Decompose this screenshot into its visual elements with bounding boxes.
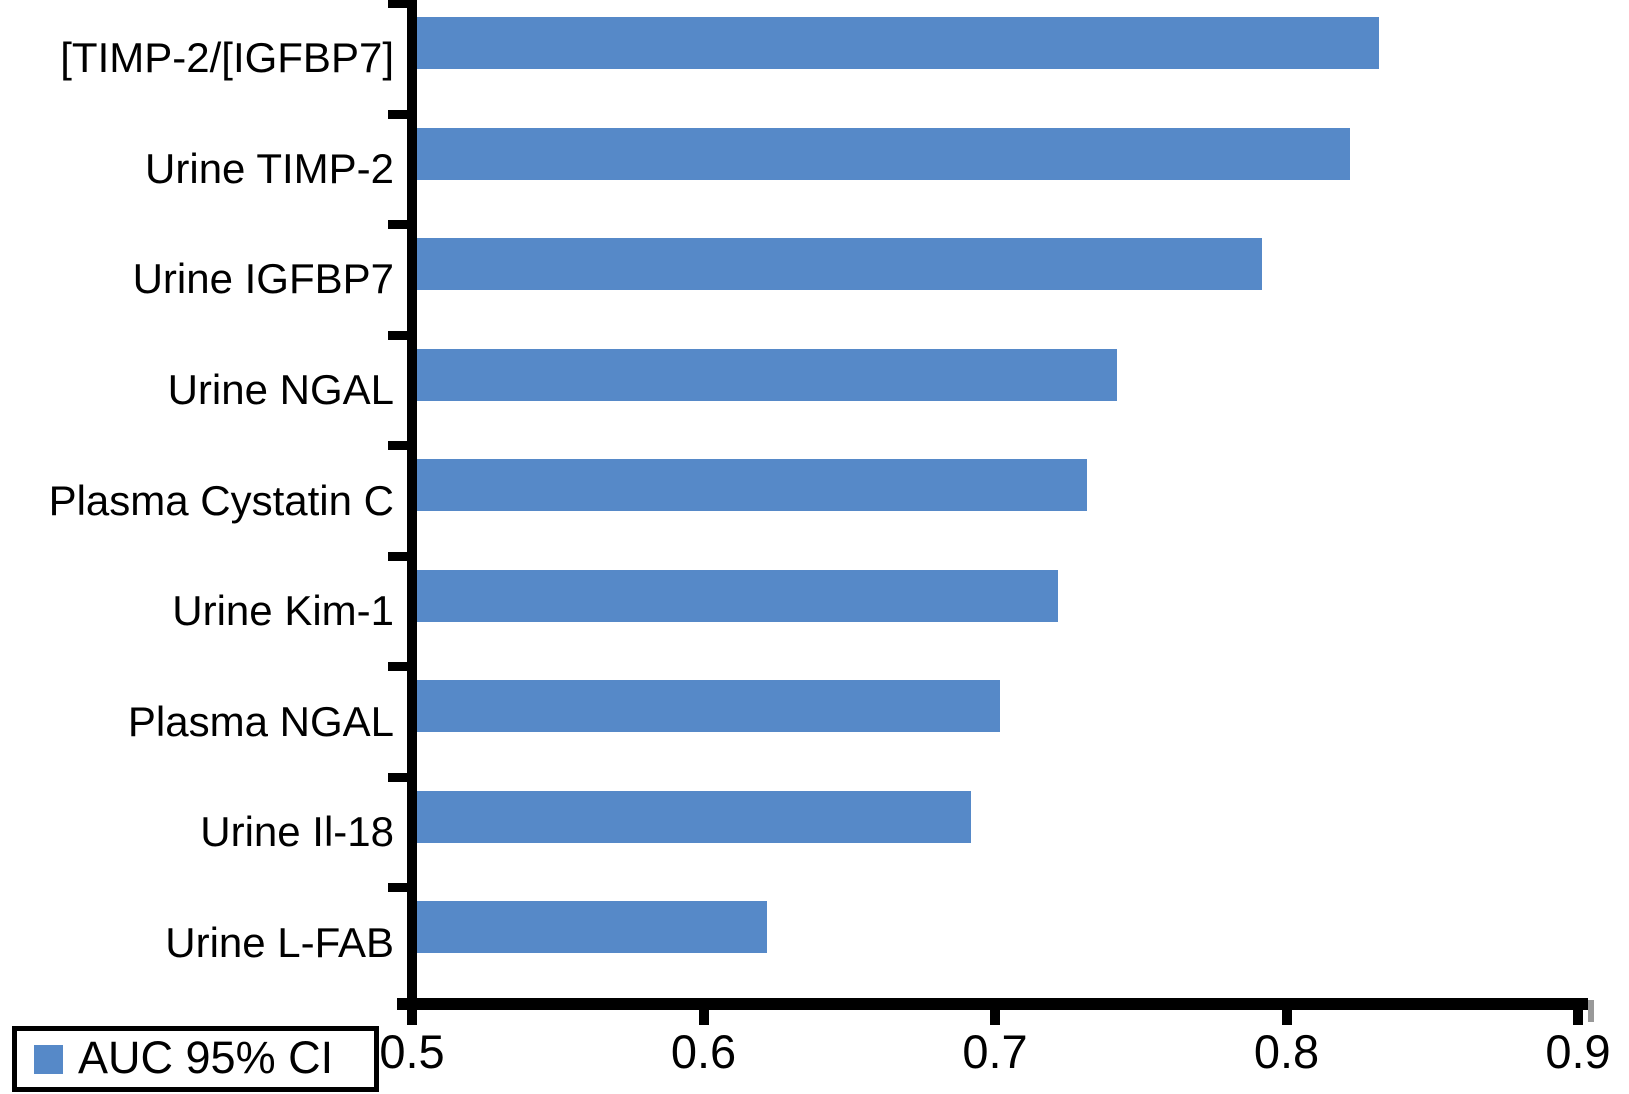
bar-plasma-cystatin-c: [417, 459, 1087, 512]
x-axis-tick: [1573, 1010, 1583, 1025]
y-axis-tick: [388, 441, 407, 451]
y-axis-tick: [388, 330, 407, 340]
category-label: Urine L-FAB: [165, 918, 394, 966]
x-tick-label: 0.6: [670, 1025, 737, 1078]
y-axis-tick: [388, 883, 407, 893]
category-label: Plasma Cystatin C: [48, 476, 394, 524]
x-axis-line: [397, 998, 1588, 1010]
bar-plasma-ngal: [417, 680, 1000, 733]
bar-urine-l-fab: [417, 901, 767, 954]
x-axis-end-shadow: [1588, 1000, 1594, 1022]
bar-urine-ngal: [417, 348, 1117, 401]
x-axis-tick: [698, 1010, 709, 1025]
x-tick-label: 0.9: [1545, 1025, 1611, 1078]
bar-urine-igfbp7: [417, 238, 1262, 291]
x-tick-label: 0.7: [962, 1025, 1028, 1078]
bar-urine-kim-1: [417, 569, 1058, 622]
legend-label: AUC 95% CI: [78, 1031, 334, 1083]
category-label: Urine Il-18: [200, 808, 394, 856]
y-axis-tick: [388, 772, 407, 782]
category-label: Plasma NGAL: [127, 697, 394, 745]
category-label: Urine Kim-1: [172, 587, 394, 635]
x-axis-tick: [1281, 1010, 1292, 1025]
y-axis-tick: [388, 0, 407, 8]
x-axis-tick: [407, 1010, 417, 1025]
category-label: Urine NGAL: [167, 365, 394, 413]
category-label: Urine TIMP-2: [145, 144, 394, 192]
legend-swatch-icon: [34, 1044, 63, 1074]
category-label: Urine IGFBP7: [132, 255, 394, 303]
legend: AUC 95% CI: [12, 1026, 379, 1092]
bar--timp-2-igfbp7-: [417, 17, 1379, 69]
x-tick-label: 0.5: [379, 1025, 445, 1078]
y-axis-tick: [388, 220, 407, 230]
bar-urine-il-18: [417, 790, 971, 843]
x-tick-label: 0.8: [1253, 1025, 1320, 1078]
y-axis-tick: [388, 551, 407, 561]
y-axis-tick: [388, 109, 407, 119]
y-axis-tick: [388, 662, 407, 672]
x-axis-tick: [990, 1010, 1000, 1025]
y-axis-line: [407, 0, 417, 1010]
category-label: [TIMP-2/[IGFBP7]: [60, 34, 394, 82]
bar-urine-timp-2: [417, 127, 1350, 180]
